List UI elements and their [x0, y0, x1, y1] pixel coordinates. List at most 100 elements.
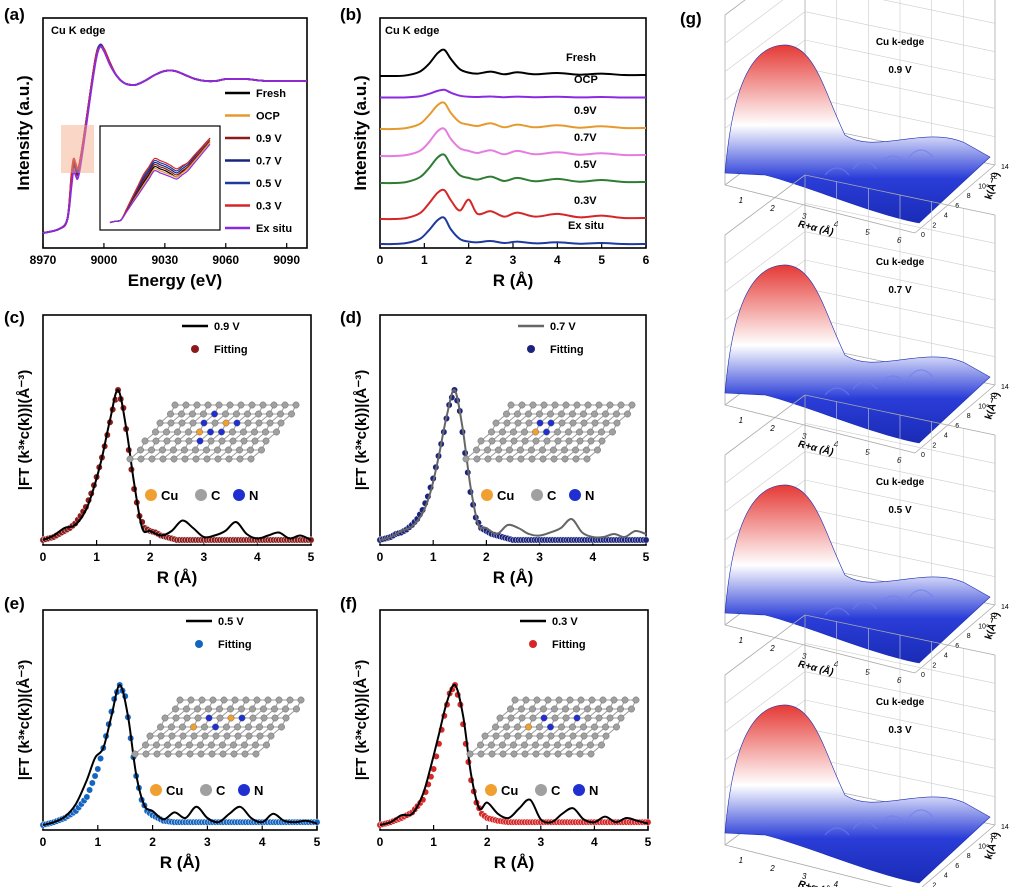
atom-legend: Cu C N: [150, 783, 263, 798]
carbon-atom: [558, 732, 566, 740]
carbon-atom: [583, 455, 591, 463]
legend-marker: [195, 640, 203, 648]
series-line: [379, 153, 647, 185]
x-tick-label: 4: [254, 550, 261, 564]
carbon-atom: [511, 696, 519, 704]
x-axis-label: R (Å): [160, 853, 201, 872]
carbon-atom: [267, 732, 275, 740]
carbon-atom: [178, 410, 185, 418]
series-line: [42, 683, 318, 826]
carbon-atom: [164, 741, 171, 749]
surface-y-tick: 10: [978, 403, 986, 410]
carbon-atom: [561, 446, 568, 454]
x-tick-label: 3: [200, 550, 207, 564]
box-edge: [921, 824, 996, 887]
legend-label: 0.7 V: [550, 321, 576, 333]
carbon-atom: [247, 455, 255, 463]
carbon-atom: [587, 750, 595, 758]
plot-frame: [379, 609, 649, 831]
legend-label: 0.7 V: [256, 156, 282, 168]
legend-label: Fitting: [218, 639, 252, 651]
surface-x-tick: 3: [802, 212, 807, 221]
grid-line: [882, 0, 996, 24]
nitrogen-atom-swatch: [238, 784, 250, 796]
carbon-atom: [271, 705, 278, 713]
surface-x-tick: 6: [897, 676, 902, 685]
carbon-atom: [278, 723, 285, 731]
carbon-atom: [584, 705, 591, 713]
carbon-atom: [227, 705, 234, 713]
carbon-atom: [506, 455, 514, 463]
x-tick-label: 5: [598, 253, 605, 267]
surface-y-tick: 10: [978, 843, 986, 850]
carbon-atom: [569, 723, 576, 731]
x-tick-label: 2: [484, 835, 491, 849]
surface-x-label: R+α (Å): [797, 217, 836, 238]
carbon-atom: [293, 705, 300, 713]
surface-ridge: [852, 821, 878, 830]
carbon-atom: [484, 455, 492, 463]
carbon-atom: [179, 723, 186, 731]
x-tick-label: 3: [510, 253, 517, 267]
carbon-atom: [266, 419, 274, 427]
x-tick-label: 8970: [30, 253, 57, 267]
fit-point: [97, 755, 104, 762]
carbon-atom: [219, 750, 227, 758]
surface-y-tick: 8: [967, 413, 971, 420]
carbon-atom: [473, 455, 481, 463]
box-edge: [724, 404, 916, 454]
carbon-atom: [499, 750, 507, 758]
surface-y-tick: 14: [1001, 164, 1009, 171]
carbon-atom: [203, 446, 210, 454]
carbon-atom: [488, 437, 496, 445]
x-tick-label: 1: [430, 835, 437, 849]
surface-y-tick: 8: [967, 193, 971, 200]
fit-point: [86, 786, 94, 794]
x-tick-label: 4: [591, 835, 598, 849]
carbon-atom: [176, 696, 184, 704]
carbon-atom: [576, 741, 583, 749]
carbon-atom: [507, 401, 515, 409]
surface-y-tick: 4: [944, 213, 948, 220]
legend: 0.9 V Fitting: [182, 321, 248, 356]
carbon-atom: [194, 705, 201, 713]
series-line: [379, 683, 649, 826]
surface-y-tick: 0: [921, 672, 925, 679]
surface-x-tick: 6: [897, 236, 902, 245]
carbon-atom: [576, 437, 584, 445]
carbon-atom: [271, 714, 279, 722]
carbon-atom: [215, 401, 223, 409]
surface-y-tick: 12: [990, 614, 998, 621]
series-line: [42, 45, 307, 234]
carbon-atom: [282, 705, 289, 713]
x-tick-label: 9000: [91, 253, 118, 267]
carbon-atom: [517, 455, 525, 463]
surface-ridge: [908, 809, 934, 818]
carbon-atom: [591, 419, 599, 427]
carbon-atom: [569, 410, 576, 418]
surface-y-tick: 0: [921, 232, 925, 239]
carbon-atom: [266, 410, 273, 418]
box-edge: [914, 384, 996, 454]
box-edge: [724, 184, 916, 234]
fit-point: [91, 772, 99, 780]
carbon-atom: [554, 750, 562, 758]
surface: [724, 264, 991, 444]
carbon-atom: [488, 750, 496, 758]
carbon-atom: [178, 419, 186, 427]
legend-label: OCP: [256, 111, 280, 123]
carbon-atom: [555, 696, 563, 704]
carbon-atom: [514, 410, 521, 418]
surface-y-tick: 2: [932, 222, 936, 229]
carbon-atom: [533, 696, 541, 704]
surface-title: Cu k-edge: [876, 37, 925, 48]
carbon-atom: [179, 732, 187, 740]
carbon-atom: [588, 696, 596, 704]
carbon-atom: [192, 455, 200, 463]
carbon-atom: [566, 696, 574, 704]
legend: 0.3 V Fitting: [520, 616, 586, 651]
carbon-atom: [153, 741, 160, 749]
carbon-atom: [473, 446, 480, 454]
